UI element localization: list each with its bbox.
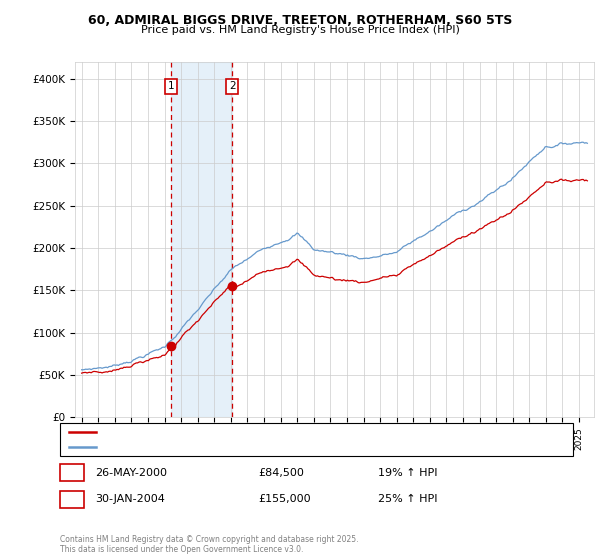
Text: 2: 2	[68, 494, 76, 505]
Text: Price paid vs. HM Land Registry's House Price Index (HPI): Price paid vs. HM Land Registry's House …	[140, 25, 460, 35]
Text: 60, ADMIRAL BIGGS DRIVE, TREETON, ROTHERHAM, S60 5TS: 60, ADMIRAL BIGGS DRIVE, TREETON, ROTHER…	[88, 14, 512, 27]
Text: 60, ADMIRAL BIGGS DRIVE, TREETON, ROTHERHAM, S60 5TS (detached house): 60, ADMIRAL BIGGS DRIVE, TREETON, ROTHER…	[101, 427, 487, 437]
Text: HPI: Average price, detached house, Rotherham: HPI: Average price, detached house, Roth…	[101, 442, 336, 452]
Text: 1: 1	[68, 468, 76, 478]
Text: 1: 1	[168, 82, 175, 91]
Text: 30-JAN-2004: 30-JAN-2004	[95, 494, 164, 505]
Text: 26-MAY-2000: 26-MAY-2000	[95, 468, 167, 478]
Text: £155,000: £155,000	[258, 494, 311, 505]
Text: 19% ↑ HPI: 19% ↑ HPI	[378, 468, 437, 478]
Text: £84,500: £84,500	[258, 468, 304, 478]
Text: 2: 2	[229, 82, 236, 91]
Bar	[171, 62, 232, 417]
Text: Contains HM Land Registry data © Crown copyright and database right 2025.
This d: Contains HM Land Registry data © Crown c…	[60, 535, 359, 554]
Text: 25% ↑ HPI: 25% ↑ HPI	[378, 494, 437, 505]
